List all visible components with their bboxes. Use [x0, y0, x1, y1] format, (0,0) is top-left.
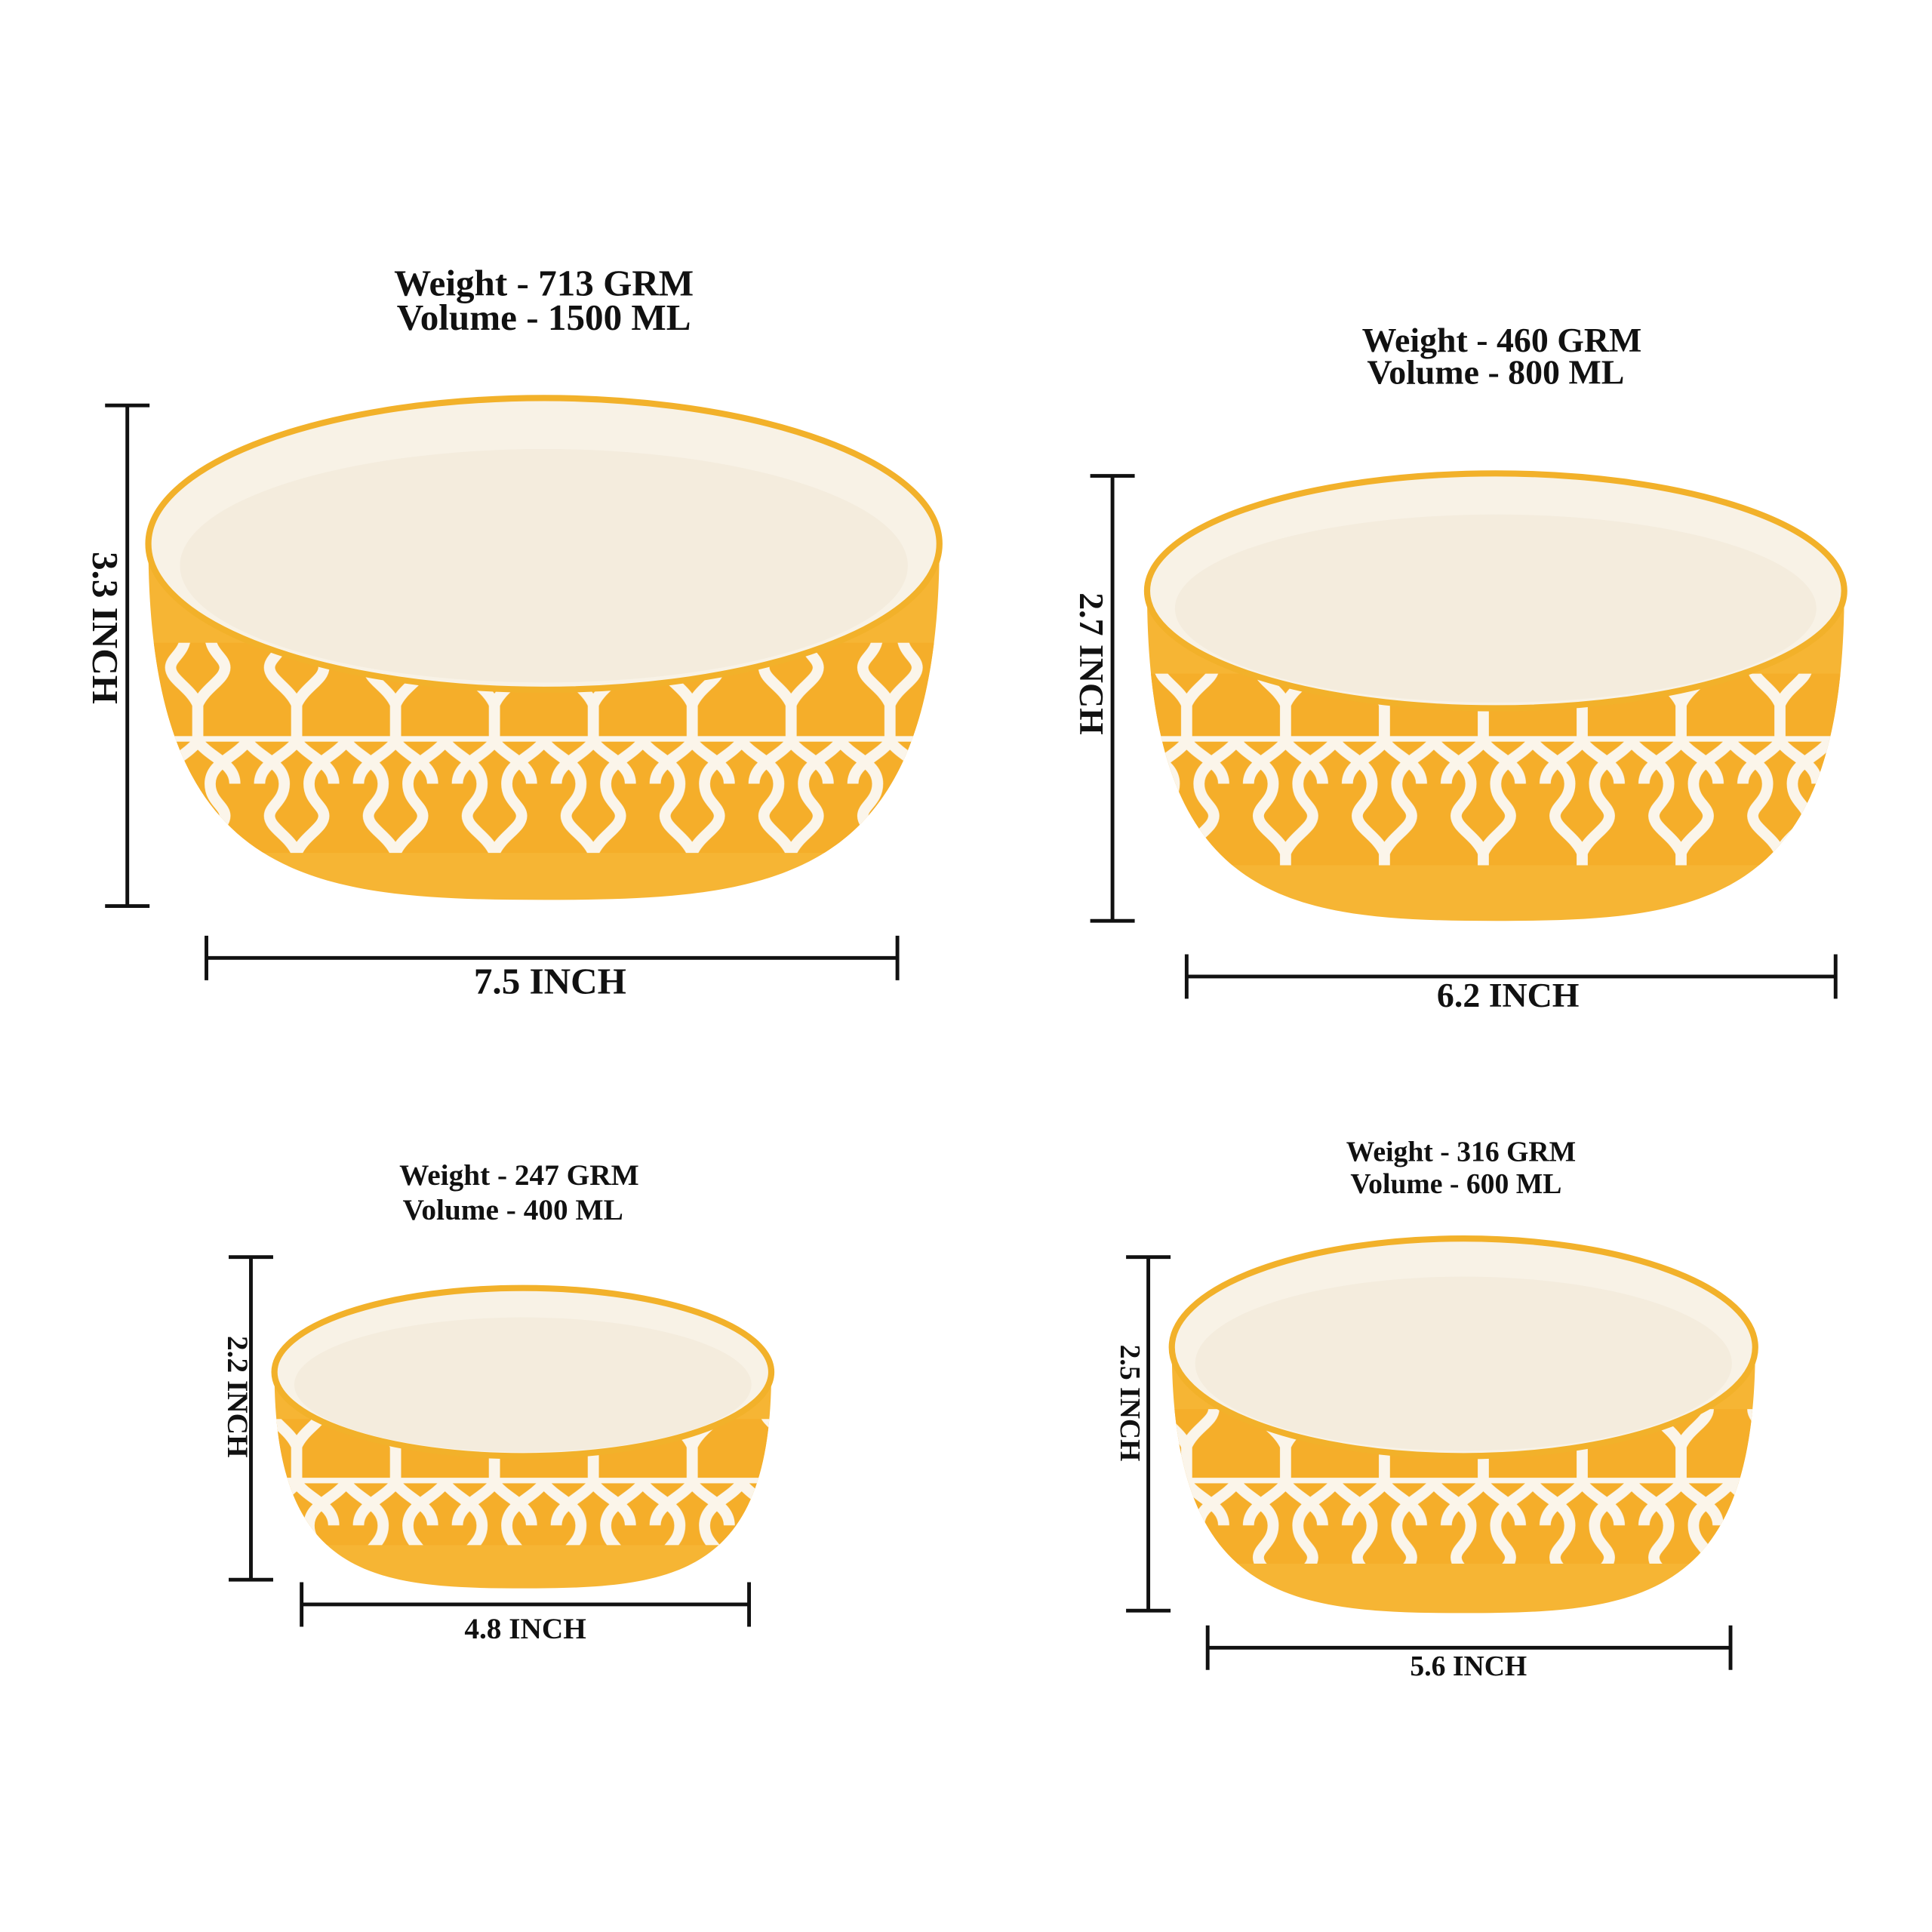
weight-label: Weight - 460 GRM — [1362, 321, 1642, 359]
bowl-inner-shade — [1195, 1276, 1732, 1451]
height-label: 2.2 INCH — [221, 1336, 254, 1458]
bowl-inner-shade — [180, 449, 908, 683]
bowl-inner-shade — [294, 1317, 752, 1452]
bowl-inner-shade — [1174, 514, 1817, 703]
width-label: 4.8 INCH — [464, 1612, 586, 1645]
volume-label: Volume - 1500 ML — [397, 297, 691, 338]
height-label: 2.7 INCH — [1072, 592, 1111, 735]
weight-label: Weight - 713 GRM — [394, 262, 694, 303]
volume-label: Volume - 800 ML — [1367, 352, 1624, 391]
weight-label: Weight - 247 GRM — [399, 1158, 639, 1192]
volume-label: Volume - 600 ML — [1350, 1168, 1561, 1200]
width-label: 6.2 INCH — [1437, 976, 1580, 1014]
height-label: 2.5 INCH — [1114, 1345, 1146, 1462]
width-label: 7.5 INCH — [474, 961, 626, 1002]
width-label: 5.6 INCH — [1410, 1651, 1527, 1682]
weight-label: Weight - 316 GRM — [1346, 1136, 1576, 1168]
volume-label: Volume - 400 ML — [403, 1193, 623, 1226]
height-label: 3.3 INCH — [85, 552, 126, 704]
